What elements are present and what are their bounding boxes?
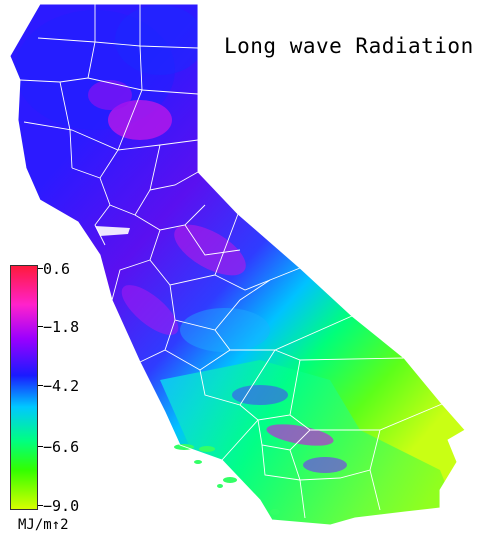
colorbar-tick-5: −9.0	[43, 497, 80, 515]
tick-mark-2	[38, 326, 43, 327]
colorbar-tick-2: −1.8	[43, 318, 80, 336]
map-title: Long wave Radiation	[224, 34, 474, 58]
tick-mark-3	[38, 385, 43, 386]
colorbar-unit: MJ/m↑2	[18, 517, 69, 533]
colorbar-tick-3: −4.2	[43, 377, 80, 395]
colorbar-tick-1: 0.6	[43, 260, 71, 278]
bay-area	[95, 226, 130, 236]
tick-mark-1	[38, 268, 43, 269]
tick-mark-5	[38, 505, 43, 506]
colorbar-tick-4: −6.6	[43, 438, 80, 456]
county-boundaries	[9, 3, 466, 526]
colorbar	[10, 265, 38, 510]
tick-mark-4	[38, 446, 43, 447]
